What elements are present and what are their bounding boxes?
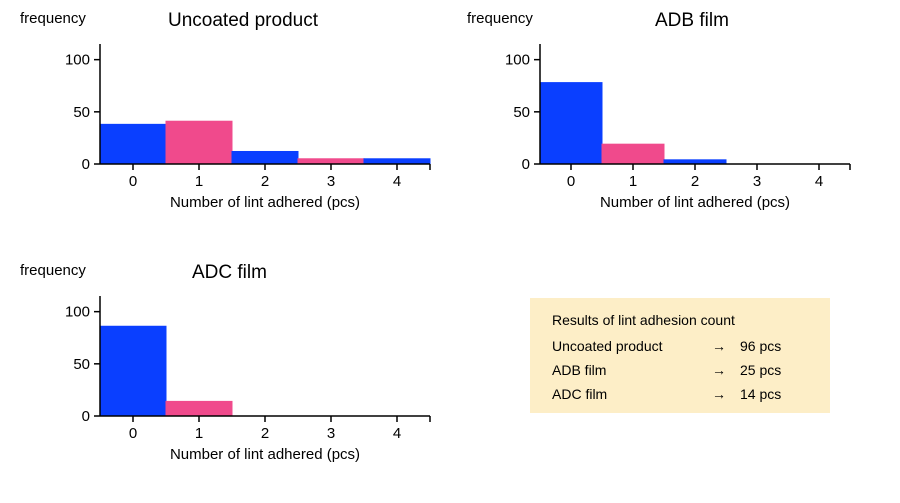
y-axis-label: frequency (467, 10, 533, 27)
x-tick-label: 1 (195, 425, 203, 442)
chart-plot: 0 50 100 0 1 2 3 4 (60, 39, 450, 219)
results-row-name: Uncoated product (552, 338, 663, 354)
bar (364, 159, 430, 164)
chart-plot: 0 50 100 0 1 2 3 4 (500, 39, 870, 219)
y-tick-label: 100 (505, 52, 530, 69)
bar (100, 326, 166, 416)
bar (602, 144, 664, 164)
x-tick-label: 3 (327, 173, 335, 190)
x-axis-label: Number of lint adhered (pcs) (540, 194, 850, 211)
results-row: Uncoated product → 96 pcs (552, 338, 830, 362)
y-tick-label: 100 (65, 52, 90, 69)
results-row-name: ADC film (552, 386, 607, 402)
bar (232, 151, 298, 164)
y-tick-label: 50 (513, 104, 530, 121)
chart-title: ADC film (192, 262, 267, 284)
results-row-name: ADB film (552, 362, 606, 378)
x-tick-label: 2 (261, 173, 269, 190)
chart-uncoated: Uncoated product frequency 0 50 100 0 1 2 3 4 Numb… (20, 6, 440, 234)
y-axis-label: frequency (20, 10, 86, 27)
bar (298, 159, 364, 164)
results-row-value: 96 pcs (740, 338, 781, 354)
y-tick-label: 0 (82, 408, 90, 425)
y-tick-label: 0 (82, 156, 90, 173)
results-row: ADC film → 14 pcs (552, 386, 830, 410)
y-tick-label: 50 (73, 104, 90, 121)
y-tick-label: 0 (522, 156, 530, 173)
y-tick-label: 50 (73, 356, 90, 373)
x-tick-label: 2 (691, 173, 699, 190)
x-axis-label: Number of lint adhered (pcs) (100, 446, 430, 463)
chart-plot: 0 50 100 0 1 2 3 4 (60, 291, 450, 471)
results-row-value: 25 pcs (740, 362, 781, 378)
x-tick-label: 0 (129, 425, 137, 442)
x-tick-label: 3 (327, 425, 335, 442)
x-tick-label: 1 (629, 173, 637, 190)
y-tick-label: 100 (65, 304, 90, 321)
bar (100, 124, 166, 164)
results-row-value: 14 pcs (740, 386, 781, 402)
bar (166, 401, 232, 416)
bar (166, 121, 232, 164)
x-axis-label: Number of lint adhered (pcs) (100, 194, 430, 211)
x-tick-label: 4 (393, 425, 401, 442)
y-axis-label: frequency (20, 262, 86, 279)
x-tick-label: 1 (195, 173, 203, 190)
x-tick-label: 3 (753, 173, 761, 190)
arrow-icon: → (712, 338, 726, 354)
x-tick-label: 0 (129, 173, 137, 190)
results-box: Results of lint adhesion count Uncoated p… (530, 298, 830, 413)
arrow-icon: → (712, 362, 726, 378)
bar (540, 83, 602, 164)
results-title: Results of lint adhesion count (552, 312, 830, 328)
chart-adc: ADC film frequency 0 50 100 0 1 2 3 4 Number of li… (20, 258, 440, 486)
x-tick-label: 0 (567, 173, 575, 190)
arrow-icon: → (712, 386, 726, 402)
results-row: ADB film → 25 pcs (552, 362, 830, 386)
x-tick-label: 2 (261, 425, 269, 442)
x-tick-label: 4 (815, 173, 823, 190)
x-tick-label: 4 (393, 173, 401, 190)
chart-title: ADB film (655, 10, 729, 32)
chart-title: Uncoated product (168, 10, 318, 32)
chart-adb: ADB film frequency 0 50 100 0 1 2 3 4 Number of li… (470, 6, 870, 234)
